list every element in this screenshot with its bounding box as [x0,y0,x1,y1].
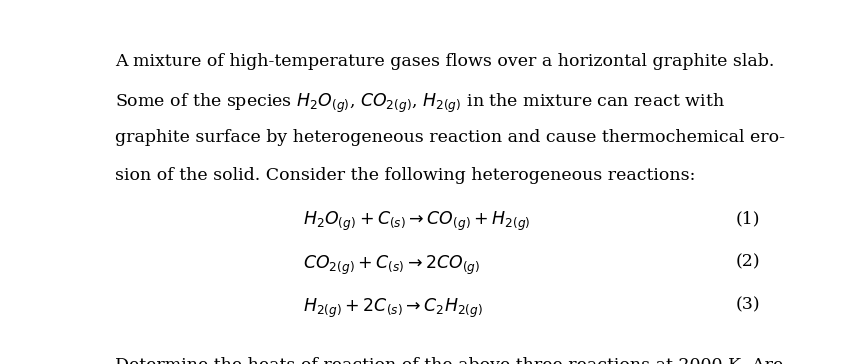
Text: $H_2O_{(g)} + C_{(s)} \rightarrow CO_{(g)} + H_{2(g)}$: $H_2O_{(g)} + C_{(s)} \rightarrow CO_{(g… [303,210,530,233]
Text: Determine the heats of reaction of the above three reactions at 2000 K. Are: Determine the heats of reaction of the a… [115,357,783,364]
Text: (2): (2) [736,253,760,270]
Text: (1): (1) [736,210,760,227]
Text: sion of the solid. Consider the following heterogeneous reactions:: sion of the solid. Consider the followin… [115,167,695,184]
Text: A mixture of high-temperature gases flows over a horizontal graphite slab.: A mixture of high-temperature gases flow… [115,54,775,71]
Text: graphite surface by heterogeneous reaction and cause thermochemical ero-: graphite surface by heterogeneous reacti… [115,129,785,146]
Text: (3): (3) [736,297,760,314]
Text: $CO_{2(g)} + C_{(s)} \rightarrow 2CO_{(g)}$: $CO_{2(g)} + C_{(s)} \rightarrow 2CO_{(g… [303,253,480,277]
Text: $H_{2(g)} + 2C_{(s)} \rightarrow C_2H_{2(g)}$: $H_{2(g)} + 2C_{(s)} \rightarrow C_2H_{2… [303,297,483,320]
Text: Some of the species $H_2O_{(g)}$, $CO_{2(g)}$, $H_{2(g)}$ in the mixture can rea: Some of the species $H_2O_{(g)}$, $CO_{2… [115,91,725,115]
